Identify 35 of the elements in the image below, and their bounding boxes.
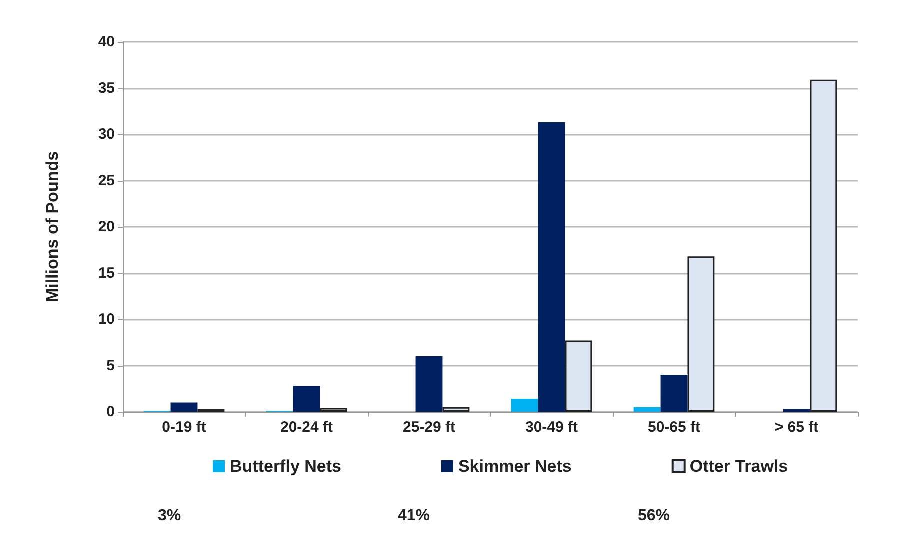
- x-tick-label: 50-65 ft: [648, 419, 701, 436]
- y-tick-label: 15: [98, 264, 115, 282]
- y-tick-label: 40: [98, 34, 115, 50]
- y-tick-label: 5: [106, 357, 115, 374]
- bar: [565, 340, 592, 412]
- bar: [538, 122, 566, 412]
- text: 41%: [398, 508, 430, 524]
- y-tick-label: 25: [98, 172, 115, 190]
- bar: [688, 256, 715, 412]
- bar: [783, 409, 810, 412]
- y-tick-label: 10: [98, 311, 115, 328]
- x-tick-label: 30-49 ft: [525, 419, 578, 436]
- bar: [170, 402, 198, 412]
- x-tick-label: 25-29 ft: [402, 419, 456, 436]
- x-tick-label: 20-24 ft: [280, 419, 334, 436]
- bar: [416, 356, 443, 412]
- text: 56%: [638, 508, 670, 524]
- bar: [442, 407, 470, 412]
- x-tick-label: 0-19 ft: [162, 419, 206, 436]
- bar: [320, 408, 348, 412]
- bar: [660, 375, 688, 412]
- bar: [293, 386, 320, 412]
- legend-label: Otter Trawls: [690, 457, 788, 476]
- y-tick-label: 0: [106, 404, 115, 420]
- bar: [511, 399, 538, 412]
- legend-label: Skimmer Nets: [458, 457, 572, 476]
- bar: [810, 80, 838, 412]
- bar: [634, 407, 661, 412]
- legend-label: Butterfly Nets: [230, 457, 342, 476]
- y-tick-label: 30: [98, 126, 115, 143]
- y-tick-label: 35: [98, 80, 115, 97]
- y-tick-label: 20: [98, 218, 115, 236]
- x-tick-label: > 65 ft: [774, 419, 819, 436]
- y-axis-title: Millions of Pounds: [43, 151, 62, 303]
- text: 3%: [158, 508, 182, 524]
